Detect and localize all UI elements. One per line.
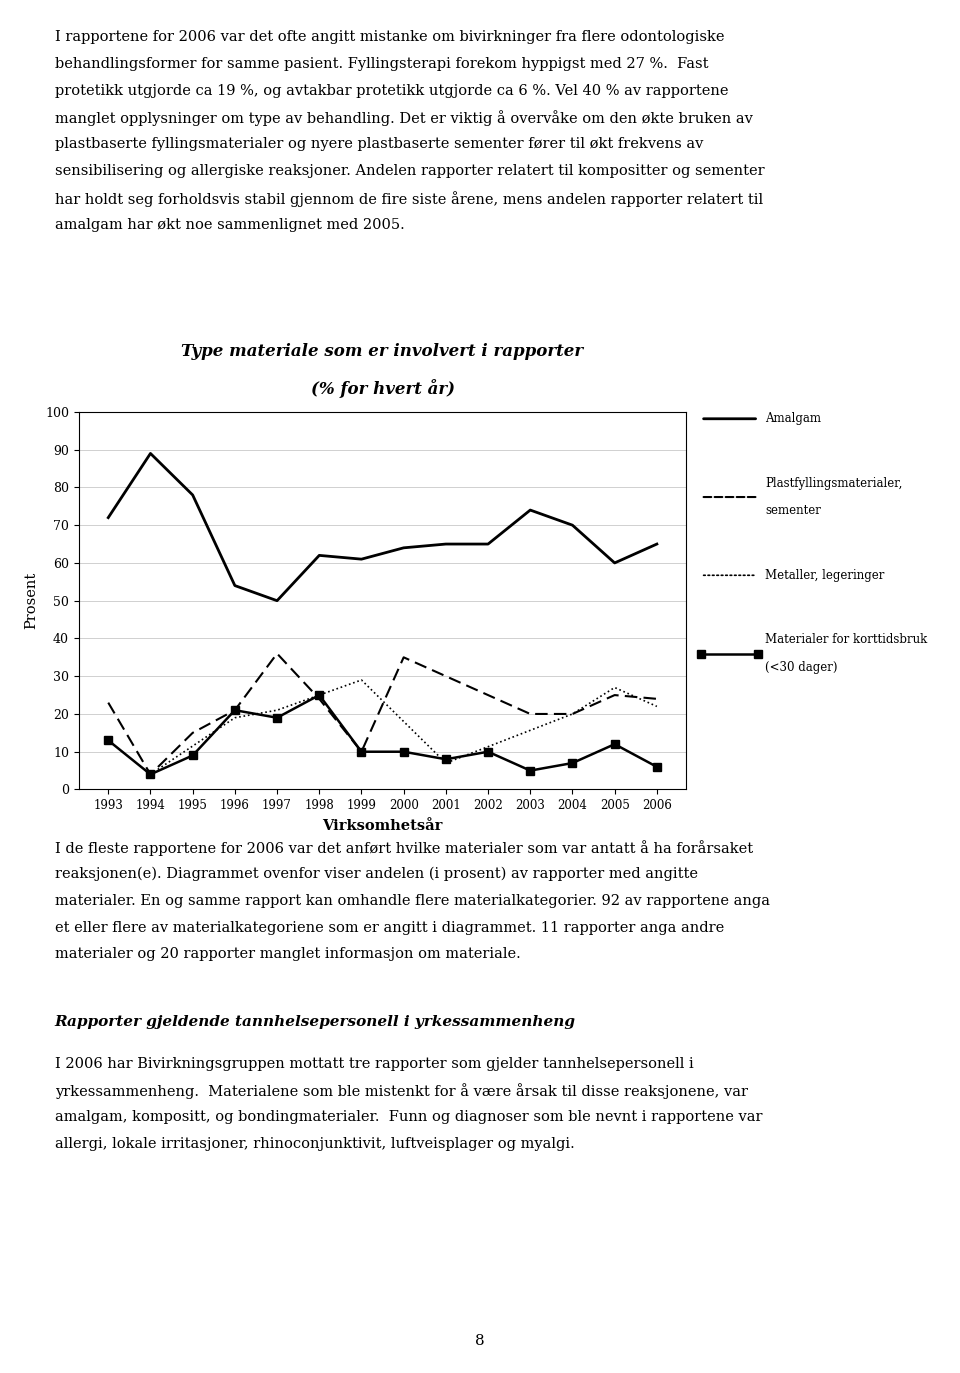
Text: I 2006 har Bivirkningsgruppen mottatt tre rapporter som gjelder tannhelsepersone: I 2006 har Bivirkningsgruppen mottatt tr… [55, 1057, 693, 1071]
Text: allergi, lokale irritasjoner, rhinoconjunktivit, luftveisplager og myalgi.: allergi, lokale irritasjoner, rhinoconju… [55, 1137, 574, 1151]
Text: materialer og 20 rapporter manglet informasjon om materiale.: materialer og 20 rapporter manglet infor… [55, 947, 520, 961]
Text: Metaller, legeringer: Metaller, legeringer [765, 568, 884, 582]
Text: behandlingsformer for samme pasient. Fyllingsterapi forekom hyppigst med 27 %.  : behandlingsformer for samme pasient. Fyl… [55, 56, 708, 71]
Text: amalgam, kompositt, og bondingmaterialer.  Funn og diagnoser som ble nevnt i rap: amalgam, kompositt, og bondingmaterialer… [55, 1109, 762, 1124]
Text: materialer. En og samme rapport kan omhandle flere materialkategorier. 92 av rap: materialer. En og samme rapport kan omha… [55, 894, 770, 908]
Text: reaksjonen(e). Diagrammet ovenfor viser andelen (i prosent) av rapporter med ang: reaksjonen(e). Diagrammet ovenfor viser … [55, 868, 698, 881]
Text: amalgam har økt noe sammenlignet med 2005.: amalgam har økt noe sammenlignet med 200… [55, 218, 404, 232]
Text: har holdt seg forholdsvis stabil gjennom de fire siste årene, mens andelen rappo: har holdt seg forholdsvis stabil gjennom… [55, 191, 763, 207]
Text: Amalgam: Amalgam [765, 412, 821, 426]
Text: I rapportene for 2006 var det ofte angitt mistanke om bivirkninger fra flere odo: I rapportene for 2006 var det ofte angit… [55, 30, 724, 44]
Text: sementer: sementer [765, 504, 821, 518]
Y-axis label: Prosent: Prosent [24, 573, 38, 629]
Text: Plastfyllingsmaterialer,: Plastfyllingsmaterialer, [765, 476, 902, 490]
Text: (<30 dager): (<30 dager) [765, 660, 838, 674]
Text: Rapporter gjeldende tannhelsepersonell i yrkessammenheng: Rapporter gjeldende tannhelsepersonell i… [55, 1016, 576, 1030]
Text: plastbaserte fyllingsmaterialer og nyere plastbaserte sementer fører til økt fre: plastbaserte fyllingsmaterialer og nyere… [55, 137, 703, 151]
Text: et eller flere av materialkategoriene som er angitt i diagrammet. 11 rapporter a: et eller flere av materialkategoriene so… [55, 920, 724, 935]
Text: protetikk utgjorde ca 19 %, og avtakbar protetikk utgjorde ca 6 %. Vel 40 % av r: protetikk utgjorde ca 19 %, og avtakbar … [55, 84, 729, 97]
Text: 8: 8 [475, 1335, 485, 1348]
Text: Type materiale som er involvert i rapporter: Type materiale som er involvert i rappor… [181, 343, 584, 360]
Text: I de fleste rapportene for 2006 var det anført hvilke materialer som var antatt : I de fleste rapportene for 2006 var det … [55, 840, 753, 857]
Text: yrkessammenheng.  Materialene som ble mistenkt for å være årsak til disse reaksj: yrkessammenheng. Materialene som ble mis… [55, 1083, 748, 1100]
X-axis label: Virksomhetsår: Virksomhetsår [323, 820, 443, 833]
Text: Materialer for korttidsbruk: Materialer for korttidsbruk [765, 633, 927, 647]
Text: manglet opplysninger om type av behandling. Det er viktig å overvåke om den økte: manglet opplysninger om type av behandli… [55, 110, 753, 126]
Text: sensibilisering og allergiske reaksjoner. Andelen rapporter relatert til komposi: sensibilisering og allergiske reaksjoner… [55, 163, 764, 178]
Text: (% for hvert år): (% for hvert år) [311, 379, 455, 398]
